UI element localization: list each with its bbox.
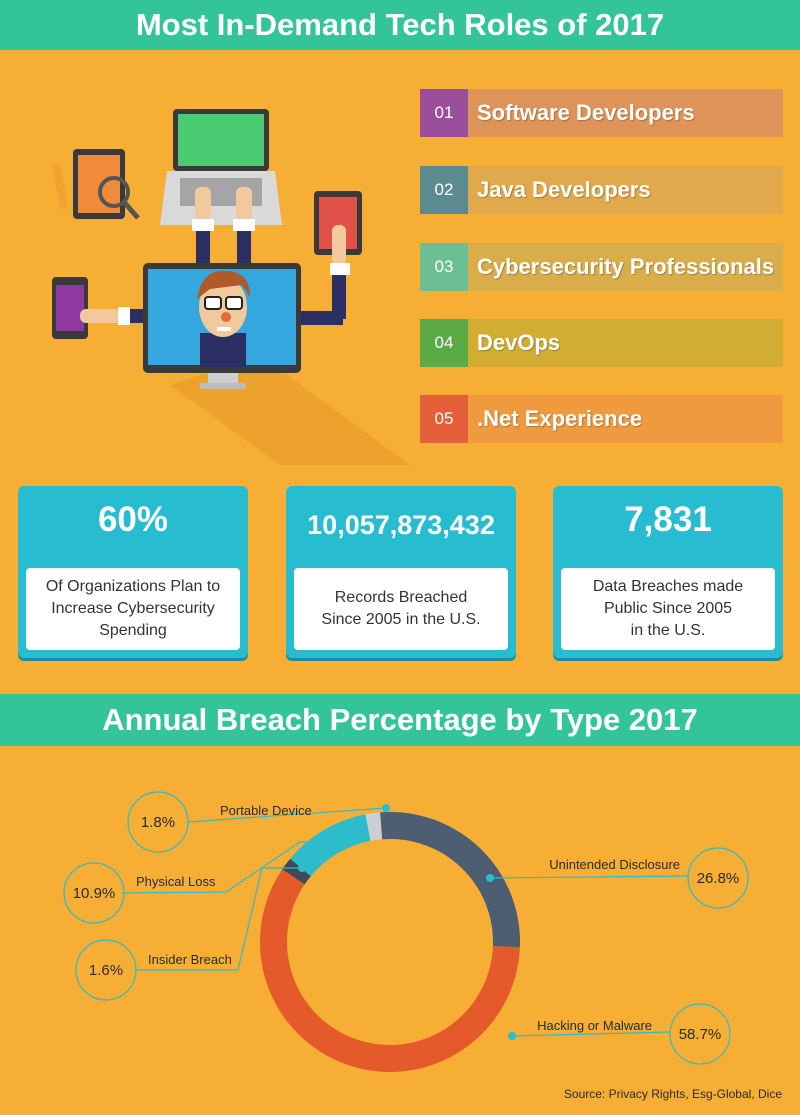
percent-circle-hacking-or-malware (669, 1003, 731, 1065)
breach-donut-chart: 26.8% Unintended Disclosure 58.7% Hacking o… (63, 791, 782, 1101)
leader-dot-hacking-or-malware (508, 1032, 516, 1040)
stat-description-box: Records Breached Since 2005 in the U.S. (294, 568, 508, 650)
tech-workers-illustration-icon (52, 109, 410, 465)
role-number: 03 (420, 243, 468, 291)
category-label-hacking-or-malware: Hacking or Malware (537, 1018, 652, 1033)
leader-line-physical-loss (121, 841, 340, 894)
percent-circle-physical-loss (63, 862, 125, 924)
stat-description: Of Organizations Plan to Increase Cybers… (45, 578, 221, 639)
role-item-1: 01 Software Developers (420, 89, 783, 137)
stat-description-box: Data Breaches made Public Since 2005 in … (561, 568, 775, 650)
category-label-portable-device: Portable Device (220, 803, 312, 818)
leader-line-insider-breach (134, 867, 302, 971)
leader-line-unintended-disclosure (489, 875, 689, 879)
category-label-insider-breach: Insider Breach (148, 952, 232, 967)
leader-dot-insider-breach (298, 864, 306, 872)
stat-value: 60% (97, 500, 169, 539)
stat-value: 10,057,873,432 (307, 510, 495, 540)
donut-slice-insider-breach (282, 858, 311, 885)
role-item-2: 02 Java Developers (420, 166, 783, 214)
stat-description: Data Breaches made Public Since 2005 in … (592, 578, 744, 639)
role-number: 02 (420, 166, 468, 214)
leader-dot-physical-loss (336, 838, 344, 846)
stat-description: Records Breached Since 2005 in the U.S. (321, 589, 481, 628)
stat-description-box: Of Organizations Plan to Increase Cybers… (26, 568, 240, 650)
percent-label-unintended-disclosure: 26.8% (697, 870, 740, 887)
percent-label-physical-loss: 10.9% (73, 885, 116, 902)
donut-slice-physical-loss (290, 814, 371, 877)
percent-circle-portable-device (127, 791, 189, 853)
leader-dot-unintended-disclosure (486, 874, 494, 882)
percent-label-hacking-or-malware: 58.7% (679, 1026, 722, 1043)
stat-card-percent: 60% Of Organizations Plan to Increase Cy… (18, 486, 248, 658)
role-number: 01 (420, 89, 468, 137)
category-label-physical-loss: Physical Loss (136, 874, 216, 889)
stat-card-records: 10,057,873,432 Records Breached Since 20… (286, 486, 516, 658)
donut-slice-hacking-or-malware (260, 869, 520, 1072)
stat-value: 7,831 (624, 500, 712, 539)
leader-dot-portable-device (382, 804, 390, 812)
percent-label-insider-breach: 1.6% (89, 962, 123, 979)
role-number: 04 (420, 319, 468, 367)
role-name: DevOps (468, 319, 783, 367)
page-title: Most In-Demand Tech Roles of 2017 (0, 0, 800, 50)
role-number: 05 (420, 395, 468, 443)
percent-circle-unintended-disclosure (687, 847, 749, 909)
leader-line-hacking-or-malware (511, 1031, 671, 1037)
stat-card-breaches: 7,831 Data Breaches made Public Since 20… (553, 486, 783, 658)
leader-line-portable-device (187, 807, 387, 823)
category-label-unintended-disclosure: Unintended Disclosure (549, 857, 680, 872)
percent-label-portable-device: 1.8% (141, 814, 175, 831)
donut-slice-portable-device (365, 812, 383, 841)
role-name: Software Developers (468, 89, 783, 137)
chart-title: Annual Breach Percentage by Type 2017 (0, 694, 800, 746)
role-name: Cybersecurity Professionals (468, 243, 783, 291)
source-note: Source: Privacy Rights, Esg-Global, Dice (564, 1087, 782, 1101)
donut-slice-unintended-disclosure (380, 812, 521, 948)
role-name: Java Developers (468, 166, 783, 214)
role-item-4: 04 DevOps (420, 319, 783, 367)
role-item-5: 05 .Net Experience (420, 395, 783, 443)
role-item-3: 03 Cybersecurity Professionals (420, 243, 783, 291)
role-name: .Net Experience (468, 395, 783, 443)
percent-circle-insider-breach (75, 939, 137, 1001)
